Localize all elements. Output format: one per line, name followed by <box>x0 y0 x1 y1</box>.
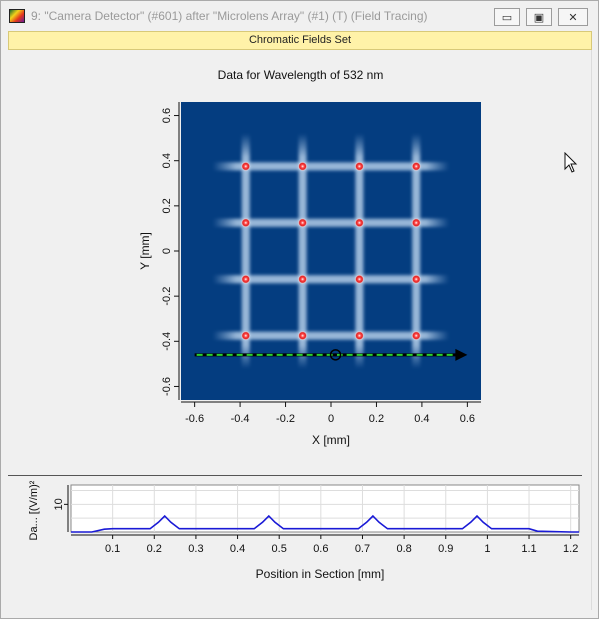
y-tick-label: -0.2 <box>161 287 173 306</box>
section-y-axis-label: Da... [(V/m)²] <box>28 481 40 540</box>
focal-spot-2-1 <box>298 274 308 284</box>
focal-spot-3-1 <box>298 331 308 341</box>
focal-spot-3-3 <box>411 331 421 341</box>
field-grid-row-1 <box>212 218 450 227</box>
section-x-tick-label: 0.2 <box>147 543 162 555</box>
section-x-tick-label: 0.5 <box>272 543 287 555</box>
focal-spot-1-1 <box>298 218 308 228</box>
focal-spot-1-0 <box>241 218 251 228</box>
focal-spot-2-0 <box>241 274 251 284</box>
field-grid-col-0 <box>241 133 250 369</box>
section-x-tick-label: 0.1 <box>105 543 120 555</box>
section-intensity-line <box>71 514 579 533</box>
chromatic-fields-banner[interactable]: Chromatic Fields Set <box>8 31 592 50</box>
field-grid-col-2 <box>355 133 364 369</box>
field-plot[interactable]: -0.6 -0.4 -0.2 0 0.2 0.4 0.6 0.6 0.4 0.2 0 -0.2 -0.… <box>1 91 599 461</box>
title-bar[interactable]: 9: "Camera Detector" (#601) after "Micro… <box>1 1 598 31</box>
section-x-tick-label: 0.7 <box>355 543 370 555</box>
section-x-tick-label: 0.4 <box>230 543 245 555</box>
minimize-icon: ▭ <box>501 11 513 24</box>
section-plot[interactable]: 0.1 0.2 0.3 0.4 0.5 0.6 0.7 0.8 0.9 1 1.1 1.2 10 Po… <box>1 481 599 591</box>
x-tick-label: -0.4 <box>231 413 250 425</box>
field-grid-row-2 <box>212 275 450 284</box>
window-title: 9: "Camera Detector" (#601) after "Micro… <box>31 9 428 23</box>
maximize-button[interactable]: ▣ <box>526 8 552 26</box>
focal-spot-0-1 <box>298 161 308 171</box>
x-tick-label: 0 <box>328 413 334 425</box>
field-map-background <box>181 102 481 400</box>
mouse-pointer-icon <box>564 152 578 173</box>
x-tick-label: 0.2 <box>369 413 384 425</box>
section-arrowhead-icon <box>455 348 468 361</box>
field-grid-col-1 <box>298 133 307 369</box>
field-grid-row-3 <box>212 331 450 340</box>
maximize-icon: ▣ <box>533 11 545 24</box>
y-tick-label: -0.4 <box>161 332 173 351</box>
section-x-tick-label: 0.3 <box>188 543 203 555</box>
minimize-button[interactable]: ▭ <box>494 8 520 26</box>
focal-spot-2-2 <box>354 274 364 284</box>
section-position-marker[interactable] <box>329 349 342 361</box>
panel-divider[interactable] <box>8 475 582 476</box>
plot-title: Data for Wavelength of 532 nm <box>217 68 384 82</box>
section-position-marker-dot <box>334 353 338 357</box>
focal-spot-1-2 <box>354 218 364 228</box>
y-tick-label: 0.6 <box>161 108 173 123</box>
section-y-tick-label: 10 <box>53 498 65 510</box>
y-tick-label: 0 <box>161 248 173 254</box>
section-plot-area <box>70 484 580 533</box>
section-x-axis-label: Position in Section [mm] <box>256 567 385 581</box>
section-x-tick-label: 0.6 <box>313 543 328 555</box>
y-tick-label: 0.4 <box>161 153 173 168</box>
x-tick-label: 0.4 <box>414 413 429 425</box>
focal-spot-0-0 <box>241 161 251 171</box>
focal-spot-2-3 <box>411 274 421 284</box>
x-tick-label: -0.2 <box>276 413 295 425</box>
focal-spot-0-2 <box>354 161 364 171</box>
close-icon: ✕ <box>568 11 578 24</box>
x-tick-label: -0.6 <box>185 413 204 425</box>
focal-spot-3-0 <box>241 331 251 341</box>
focal-spot-1-3 <box>411 218 421 228</box>
y-tick-label: 0.2 <box>161 198 173 213</box>
section-x-tick-label: 1.2 <box>563 543 578 555</box>
focal-spot-3-2 <box>354 331 364 341</box>
y-tick-label: -0.6 <box>161 377 173 396</box>
field-grid-row-0 <box>212 162 450 171</box>
section-x-tick-label: 1.1 <box>521 543 536 555</box>
field-grid-col-3 <box>412 133 421 369</box>
y-axis-label: Y [mm] <box>138 232 152 270</box>
section-x-tick-label: 0.9 <box>438 543 453 555</box>
close-button[interactable]: ✕ <box>558 8 588 26</box>
x-axis-label: X [mm] <box>312 433 350 447</box>
app-icon <box>9 9 25 23</box>
section-x-tick-label: 1 <box>484 543 490 555</box>
focal-spot-0-3 <box>411 161 421 171</box>
section-x-tick-label: 0.8 <box>396 543 411 555</box>
panel-edge <box>591 50 592 610</box>
x-tick-label: 0.6 <box>460 413 475 425</box>
